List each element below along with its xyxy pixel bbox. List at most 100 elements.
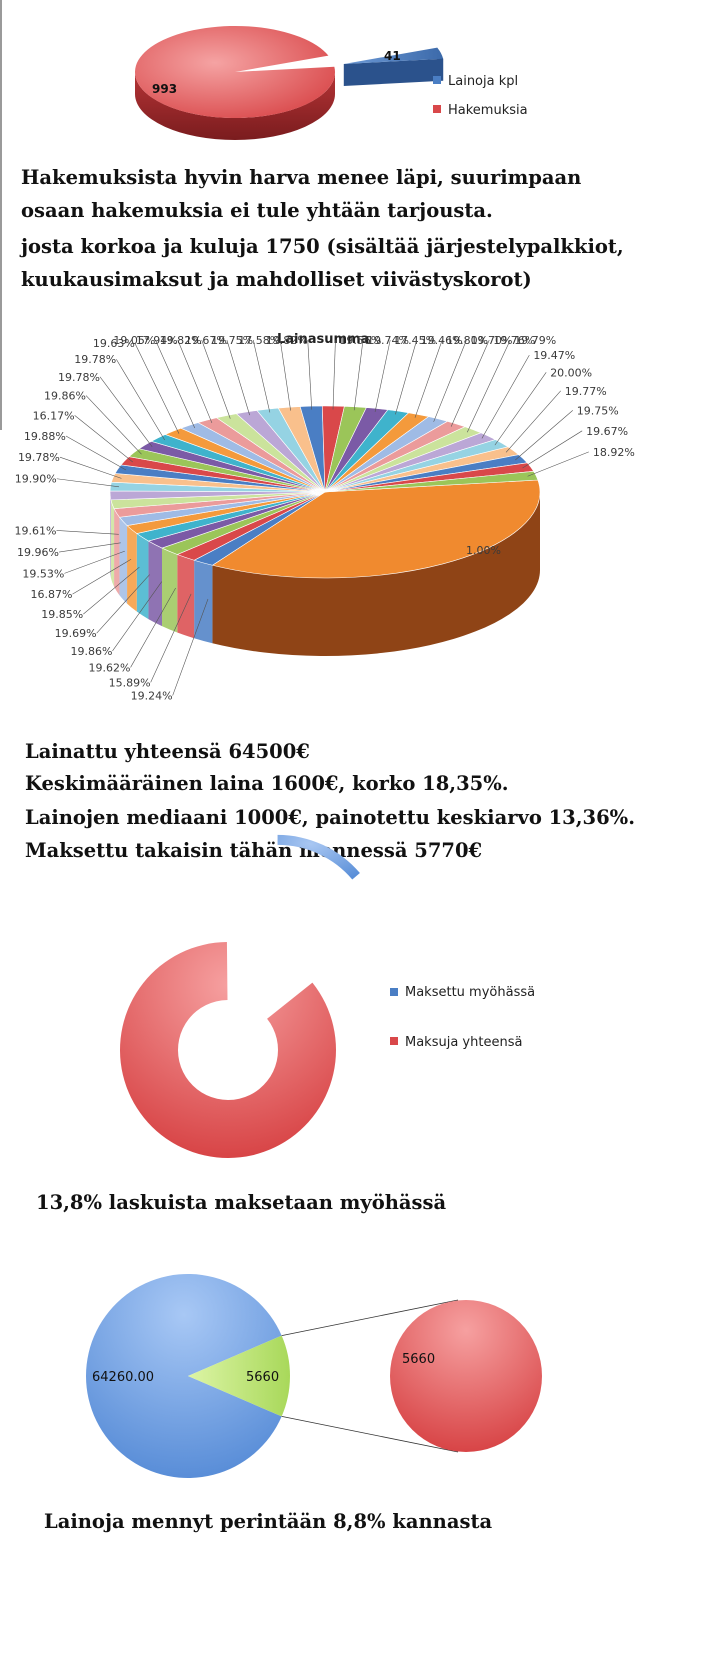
slice-percent-label: 17.45% [394, 334, 436, 347]
caption-loans-line-1: Lainattu yhteensä 64500€ [25, 740, 310, 763]
left-border-line [0, 0, 2, 430]
slice-percent-label: 19.96% [17, 546, 59, 559]
legend-swatch-maksettu [390, 988, 398, 996]
leader-line [56, 530, 119, 535]
leader-line [226, 339, 250, 416]
slice-percent-label: 19.86% [44, 390, 86, 403]
leader-line [201, 339, 231, 419]
leader-line [374, 339, 391, 412]
pie-slice-lainoja [343, 47, 444, 65]
caption-applications-line-3: josta korkoa ja kuluja 1750 (sisältää jä… [21, 235, 624, 258]
slice-percent-label: 19.78% [58, 371, 100, 384]
pie-slice-side-hakemuksia [135, 72, 335, 140]
leader-line [433, 339, 467, 422]
leader-line [58, 542, 121, 553]
leader-line [505, 390, 561, 453]
legend-swatch-maksuja [390, 1037, 398, 1045]
pie-slice-main [85, 1274, 282, 1478]
slice-percent-label: 19.85% [41, 608, 83, 621]
slice-percent-label: 15.89% [109, 676, 151, 689]
caption-applications-line-4: kuukausimaksut ja mahdolliset viivästysk… [21, 268, 532, 291]
leader-line [150, 593, 192, 683]
slice-percent-label: 19.70% [470, 334, 512, 347]
legend-swatch-lainoja [433, 76, 441, 84]
chart-lainasumma: Lainasumma 19.24%15.89% 19.62% 19.86% 19.69… [14, 332, 635, 703]
pie-slice-side-small-7 [114, 508, 120, 596]
legend-label-maksuja: Maksuja yhteensä [405, 1035, 522, 1050]
slice-percent-label: 20.00% [550, 366, 592, 379]
doughnut-segment-maksettu [277, 834, 360, 880]
leader-line [177, 339, 213, 424]
pie-slice-side-small-4 [136, 533, 149, 620]
slice-percent-label: 17.58% [238, 334, 280, 347]
leader-line [252, 339, 271, 413]
chart-late-payments: Maksettu myöhässä Maksuja yhteensä [120, 834, 535, 1158]
leader-line [481, 354, 530, 439]
slice-percent-label: 19.47% [533, 349, 575, 362]
pie-slice-side-small-1 [177, 554, 195, 639]
pie-slice-small-38 [324, 470, 539, 493]
leader-line [515, 410, 573, 461]
leader-line [59, 456, 122, 479]
slice-percent-label: 19.61% [14, 524, 56, 537]
leader-line [56, 478, 120, 488]
slice-percent-label: 19.82% [266, 334, 308, 347]
leader-line [522, 430, 583, 469]
connector-line-top [281, 1299, 459, 1337]
slice-percent-label: 16.17% [33, 409, 75, 422]
leader-line [332, 339, 336, 410]
slice-percent-label: 16.87% [30, 588, 72, 601]
leader-line [395, 339, 417, 415]
leader-line [155, 339, 196, 429]
slice-percent-label: 19.46% [421, 334, 463, 347]
slice-percent-label: 19.67% [586, 425, 628, 438]
leader-line [83, 566, 140, 615]
pie-slice-side-small-2 [161, 548, 178, 633]
chart-title: Lainasumma [277, 332, 369, 347]
leader-line [96, 574, 150, 634]
leader-line [65, 435, 127, 471]
slice-percent-label: 19.88% [24, 430, 66, 443]
slice-percent-label: 19.76% [493, 334, 535, 347]
leader-line [494, 372, 547, 446]
slice-percent-label: 19.05% [113, 334, 155, 347]
slice-percent-label: 19.24% [131, 690, 173, 703]
slice-percent-label: 19.90% [15, 473, 57, 486]
slice-percent-label: 19.80% [446, 334, 488, 347]
chart-collections: 64260.00 5660 5660 [85, 1274, 542, 1478]
caption-loans-line-3: Lainojen mediaani 1000€, painotettu kesk… [25, 806, 635, 829]
legend-label-lainoja: Lainoja kpl [448, 74, 518, 89]
data-label-large: 993 [152, 82, 177, 96]
doughnut-segment-maksuja [120, 942, 337, 1158]
slice-percent-label: 19.63% [93, 337, 135, 350]
leader-line [112, 581, 163, 652]
slice-percent-label: 19.79% [514, 334, 556, 347]
slice-percent-label: 19.56% [339, 334, 381, 347]
data-label-large: 64260.00 [92, 1370, 154, 1385]
leader-line [450, 339, 490, 427]
pie-slice-hakemuksia [134, 25, 335, 118]
leader-line [85, 395, 142, 455]
pie-slice-side-large [212, 492, 540, 656]
pie-slice-side-small-0 [194, 560, 213, 644]
slice-percent-label: 18.92% [593, 446, 635, 459]
slice-percent-label: 19.74% [367, 334, 409, 347]
slice-percent-label: 19.77% [565, 385, 607, 398]
secondary-pie [390, 1300, 542, 1452]
large-slice-label: 1.00% [466, 544, 501, 557]
leader-line [414, 339, 443, 418]
slice-percent-label: 17.94% [136, 334, 178, 347]
pie-slice-side-small-3 [148, 541, 162, 627]
slice-percent-label: 19.67% [185, 334, 227, 347]
caption-loans-line-2: Keskimääräinen laina 1600€, korko 18,35%… [25, 772, 509, 795]
leader-line [130, 587, 176, 668]
chart-loans-vs-applications: 41 993 Lainoja kpl Hakemuksia [134, 25, 528, 140]
leader-line [279, 339, 291, 411]
slice-percent-label: 19.78% [18, 451, 60, 464]
pie-slice-large [211, 479, 541, 579]
secondary-pie-label: 5660 [402, 1352, 435, 1367]
leader-line [307, 339, 313, 410]
leader-line [99, 376, 153, 448]
pie-slice-inner-lainoja [343, 58, 444, 87]
slice-percent-label: 19.53% [22, 567, 64, 580]
